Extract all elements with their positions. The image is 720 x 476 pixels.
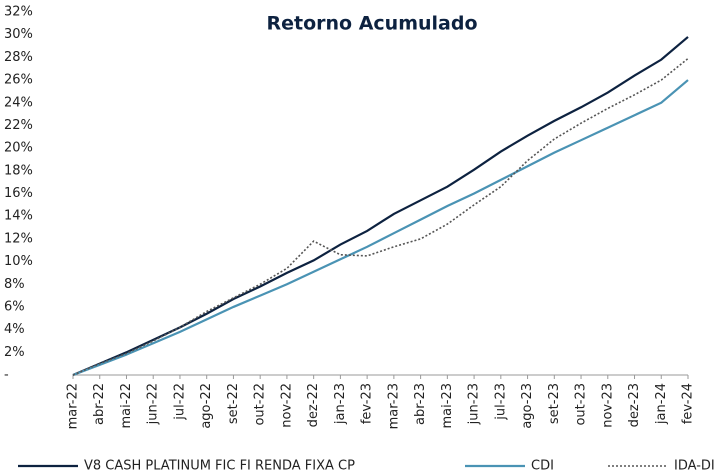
x-tick-label: nov-23	[600, 383, 615, 428]
y-tick-label: 2%	[4, 345, 25, 360]
x-tick-label: set-23	[547, 383, 562, 424]
x-tick-label: abr-22	[92, 383, 107, 425]
x-tick-label: dez-23	[627, 383, 642, 427]
y-tick-label: 26%	[4, 73, 33, 88]
x-tick-label: dez-22	[306, 383, 321, 427]
y-tick-label: -	[4, 368, 9, 383]
x-tick-label: jan-23	[333, 383, 348, 425]
x-tick-label: jun-23	[467, 383, 482, 425]
x-tick-label: out-22	[253, 383, 268, 426]
y-tick-label: 32%	[4, 5, 33, 20]
y-tick-label: 16%	[4, 186, 33, 201]
x-tick-label: jun-22	[146, 383, 161, 425]
x-tick-label: ago-22	[199, 383, 214, 429]
x-tick-label: jan-24	[654, 383, 669, 425]
y-tick-label: 20%	[4, 141, 33, 156]
y-tick-label: 22%	[4, 118, 33, 133]
y-tick-label: 14%	[4, 209, 33, 224]
x-tick-label: jul-23	[493, 383, 508, 421]
y-tick-label: 18%	[4, 163, 33, 178]
y-tick-label: 12%	[4, 231, 33, 246]
x-tick-label: set-22	[226, 383, 241, 424]
y-tick-label: 4%	[4, 322, 25, 337]
series-line	[72, 36, 689, 377]
y-tick-label: 24%	[4, 95, 33, 110]
x-tick-label: fev-23	[360, 383, 375, 424]
x-tick-label: ago-23	[520, 383, 535, 429]
x-tick-label: out-23	[574, 383, 589, 426]
y-tick-label: 8%	[4, 277, 25, 292]
x-tick-label: mai-23	[440, 383, 455, 428]
x-tick-label: nov-22	[279, 383, 294, 428]
legend-label: IDA-DI	[674, 459, 715, 474]
x-tick-label: fev-24	[681, 383, 696, 424]
chart-title: Retorno Acumulado	[266, 13, 477, 35]
legend-label: V8 CASH PLATINUM FIC FI RENDA FIXA CP	[84, 459, 355, 474]
series-line	[72, 57, 689, 376]
legend-label: CDI	[531, 459, 554, 474]
series-line	[72, 79, 689, 377]
x-tick-label: mar-23	[386, 383, 401, 429]
y-tick-label: 10%	[4, 254, 33, 269]
x-tick-label: mar-22	[66, 383, 81, 429]
y-tick-label: 28%	[4, 50, 33, 65]
y-tick-label: 30%	[4, 27, 33, 42]
x-tick-label: mai-22	[119, 383, 134, 428]
y-tick-label: 6%	[4, 299, 25, 314]
x-tick-label: jul-22	[172, 383, 187, 421]
x-tick-label: abr-23	[413, 383, 428, 425]
